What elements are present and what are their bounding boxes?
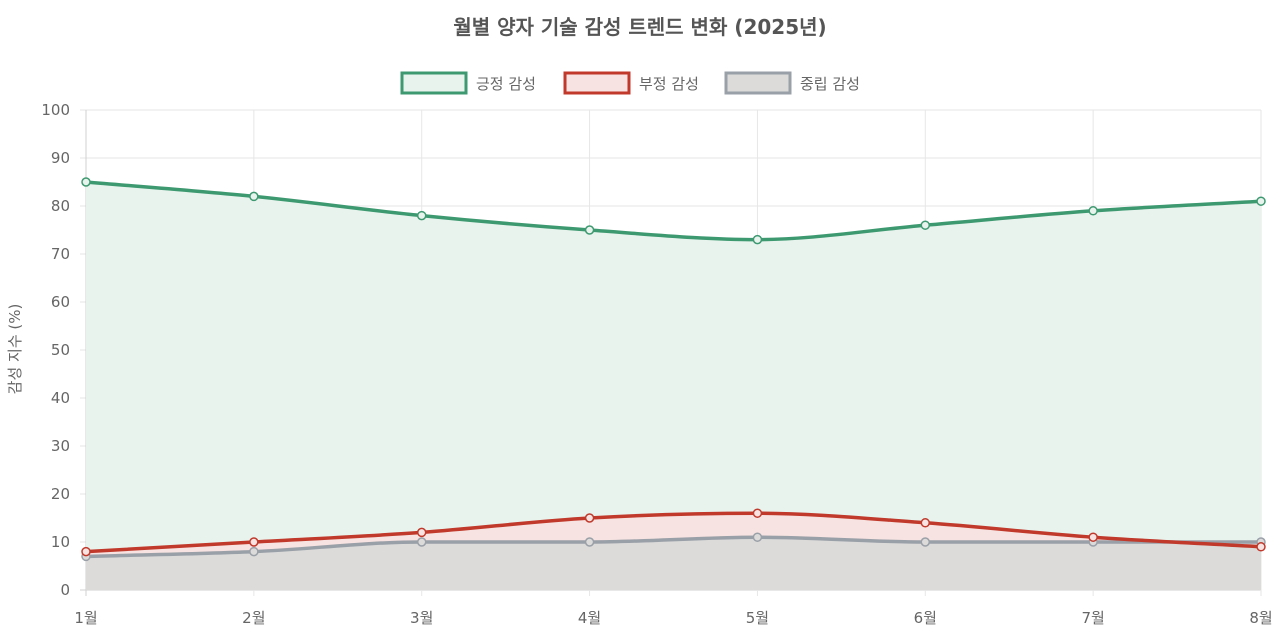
- x-axis-ticks: 1월 2월 3월 4월 5월 6월 7월 8월: [74, 609, 1272, 627]
- data-point: [920, 518, 931, 528]
- data-point: [1088, 532, 1098, 542]
- data-point: [81, 546, 91, 557]
- y-axis-title: 감성 지수 (%): [6, 304, 24, 395]
- data-point: [416, 210, 427, 221]
- legend-swatch: [724, 71, 792, 95]
- data-point: [249, 546, 259, 557]
- data-point: [920, 537, 931, 547]
- y-tick-label: 60: [51, 293, 70, 311]
- data-point: [249, 191, 259, 202]
- y-tick-label: 50: [51, 341, 70, 359]
- x-tick-label: 3월: [410, 609, 433, 627]
- y-tick-label: 30: [51, 437, 70, 455]
- data-point: [752, 508, 763, 518]
- data-point: [81, 177, 91, 187]
- y-tick-label: 0: [60, 581, 70, 599]
- data-point: [1256, 196, 1266, 206]
- chart-title: 월별 양자 기술 감성 트렌드 변화 (2025년): [453, 15, 826, 39]
- legend-item: 부정 감성: [563, 71, 699, 95]
- data-point: [1088, 206, 1098, 216]
- legend-item: 긍정 감성: [400, 71, 536, 95]
- y-tick-label: 70: [51, 245, 70, 263]
- series-area-3: [86, 537, 1261, 590]
- data-point: [584, 537, 595, 547]
- series-line-3: [84, 535, 1263, 559]
- legend-label: 중립 감성: [800, 75, 860, 93]
- data-point: [752, 234, 763, 245]
- legend-swatch: [563, 71, 631, 95]
- y-tick-label: 40: [51, 389, 70, 407]
- y-tick-label: 80: [51, 197, 70, 215]
- x-tick-label: 5월: [746, 609, 769, 627]
- x-tick-label: 6월: [914, 609, 937, 627]
- y-tick-label: 10: [51, 533, 70, 551]
- x-tick-label: 7월: [1081, 609, 1104, 627]
- legend-item: 중립 감성: [724, 71, 860, 95]
- y-tick-label: 100: [41, 101, 70, 119]
- data-point: [584, 513, 595, 523]
- data-point: [584, 225, 595, 235]
- legend-label: 긍정 감성: [476, 75, 536, 93]
- x-tick-label: 1월: [74, 609, 97, 627]
- y-tick-label: 90: [51, 149, 70, 167]
- series-fills: [86, 182, 1261, 590]
- series-area-1: [86, 182, 1261, 590]
- legend-label: 부정 감성: [639, 75, 699, 93]
- data-point: [416, 527, 427, 538]
- series-points: [81, 177, 1266, 562]
- data-point: [249, 537, 259, 547]
- y-tick-label: 20: [51, 485, 70, 503]
- series-line-2: [84, 511, 1263, 554]
- data-point: [1256, 542, 1266, 552]
- x-tick-label: 4월: [578, 609, 601, 627]
- data-point: [752, 532, 763, 542]
- series-lines: [84, 180, 1263, 559]
- y-axis-ticks: 0 10 20 30 40 50 60 70 80 90 100: [41, 101, 70, 599]
- x-tick-label: 8월: [1249, 609, 1272, 627]
- legend: 긍정 감성 부정 감성 중립 감성: [400, 71, 860, 95]
- data-point: [920, 220, 931, 230]
- legend-swatch: [400, 71, 468, 95]
- x-tick-label: 2월: [242, 609, 265, 627]
- series-line-1: [84, 180, 1263, 242]
- data-point: [416, 537, 427, 547]
